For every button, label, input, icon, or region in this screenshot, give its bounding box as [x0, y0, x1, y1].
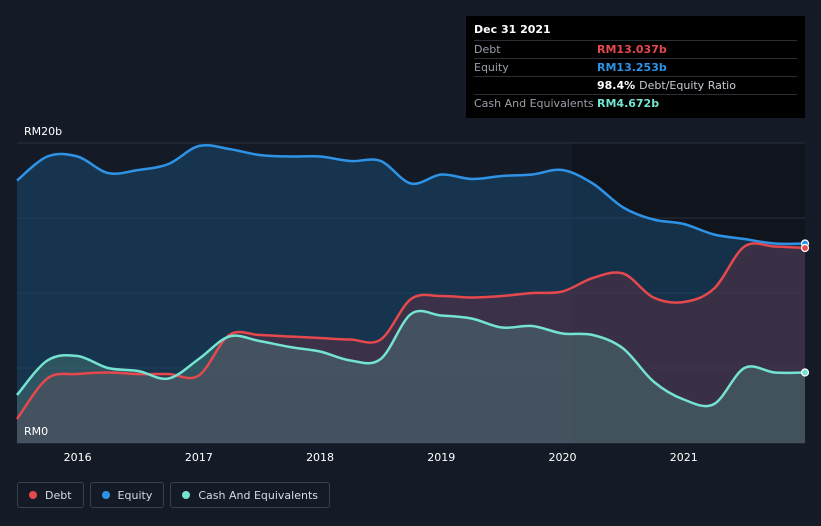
tooltip-date: Dec 31 2021 [474, 23, 551, 36]
legend-label: Equity [117, 488, 153, 502]
y-tick-label: RM0 [24, 425, 48, 438]
tooltip-ratio-label: Debt/Equity Ratio [639, 79, 736, 92]
tooltip-label: Cash And Equivalents [474, 97, 594, 110]
legend-item-equity[interactable]: Equity [89, 482, 165, 508]
y-tick-label: RM20b [24, 125, 62, 138]
tooltip-row-equity: Equity RM13.253b [474, 58, 797, 76]
tooltip-debt-value: RM13.037b [597, 43, 667, 56]
legend-item-debt[interactable]: Debt [17, 482, 84, 508]
cash-and-equivalents-line [16, 309, 806, 408]
tooltip-label: Equity [474, 61, 509, 74]
debt-dot-icon [29, 491, 37, 499]
tooltip-cash-value: RM4.672b [597, 97, 660, 110]
x-tick-label: 2017 [185, 451, 213, 464]
cash-and-equivalents-area [17, 311, 805, 443]
x-tick-label: 2019 [427, 451, 455, 464]
tooltip-label: Debt [474, 43, 501, 56]
tooltip-row-debt: Debt RM13.037b [474, 40, 797, 58]
series-lines [15, 143, 806, 420]
x-tick-label: 2018 [306, 451, 334, 464]
equity-dot-icon [101, 491, 110, 499]
cash-dot-icon [182, 491, 191, 499]
legend-item-cash[interactable]: Cash And Equivalents [170, 482, 330, 508]
x-tick-label: 2021 [670, 451, 698, 464]
debt-end-marker [800, 243, 810, 253]
tooltip-ratio-value: 98.4% [597, 79, 636, 92]
tooltip-row-cash: Cash And Equivalents RM4.672b [474, 94, 797, 112]
debt-area [17, 243, 805, 443]
equity-line [16, 143, 806, 246]
tooltip-equity-value: RM13.253b [597, 61, 667, 74]
x-tick-labels: 2016 2017 2018 2019 2020 2021 [64, 451, 698, 464]
x-tick-label: 2016 [64, 451, 92, 464]
legend-label: Cash And Equivalents [198, 488, 318, 502]
x-tick-label: 2020 [549, 451, 577, 464]
tooltip-row-ratio: 98.4% Debt/Equity Ratio [474, 76, 797, 94]
cash-and-equivalents-end-marker [800, 368, 810, 377]
end-markers [800, 239, 810, 377]
legend-label: Debt [45, 488, 72, 502]
series-areas [17, 145, 805, 443]
y-tick-labels: RM20b RM0 [24, 125, 62, 438]
tooltip: Dec 31 2021 Debt RM13.037b Equity RM13.2… [466, 16, 805, 118]
legend: Debt Equity Cash And Equivalents [17, 482, 330, 508]
